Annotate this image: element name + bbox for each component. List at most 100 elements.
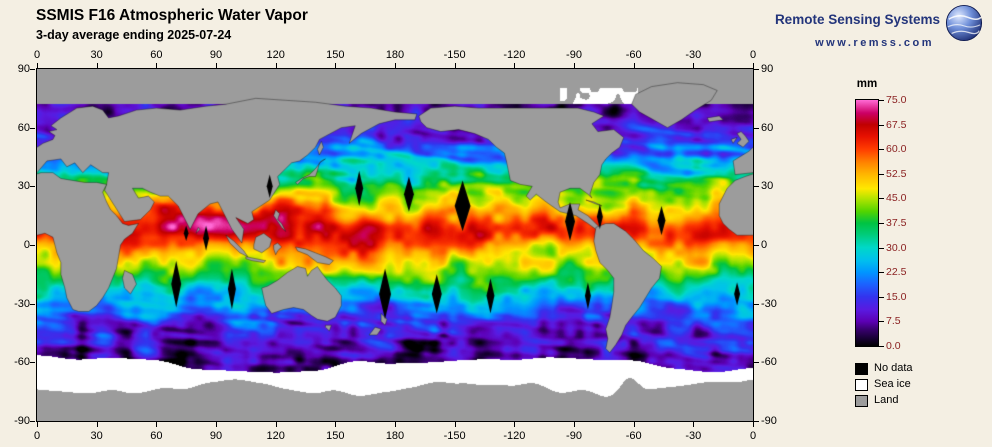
legend-item: Sea ice <box>855 378 935 392</box>
colorbar-tick-label: 22.5 <box>886 266 907 279</box>
axis-tick <box>754 245 759 246</box>
lon-tick-label: 0 <box>749 49 757 61</box>
axis-tick <box>753 63 754 68</box>
axis-tick <box>754 69 759 70</box>
lon-tick-label: -150 <box>443 430 466 442</box>
lat-tick-label: -30 <box>14 297 30 310</box>
axis-tick <box>454 422 456 427</box>
axis-tick <box>37 422 38 427</box>
brand-url-link[interactable]: www.remss.com <box>815 37 934 49</box>
axis-tick <box>633 422 635 427</box>
axis-tick <box>30 69 35 70</box>
colorbar <box>855 99 879 347</box>
lon-tick-label: 60 <box>150 430 163 442</box>
axis-tick <box>30 362 35 364</box>
colorbar-tick <box>879 198 884 200</box>
lon-tick-label: -90 <box>566 49 582 61</box>
lon-tick-label: 0 <box>33 430 41 442</box>
lon-tick-label: -120 <box>503 430 526 442</box>
axis-tick <box>754 127 759 129</box>
axis-tick <box>30 421 35 422</box>
legend-swatch <box>855 363 868 375</box>
lat-tick-label: 0 <box>761 239 768 251</box>
axis-tick <box>275 63 277 68</box>
colorbar-tick <box>879 346 884 347</box>
axis-tick <box>574 422 575 427</box>
colorbar-tick <box>879 223 884 224</box>
lon-tick-label: 180 <box>385 49 405 61</box>
lon-tick-label: -30 <box>685 49 702 61</box>
lon-tick-label: -120 <box>503 49 526 61</box>
lat-tick-label: 60 <box>761 121 774 134</box>
lon-tick-label: -150 <box>443 49 466 61</box>
colorbar-tick <box>879 321 884 323</box>
axis-tick <box>754 186 759 188</box>
lon-tick-label: -60 <box>625 49 642 61</box>
axis-tick <box>335 63 337 68</box>
colorbar-tick-label: 60.0 <box>886 143 907 156</box>
colorbar-tick-label: 67.5 <box>886 118 907 131</box>
axis-tick <box>633 63 635 68</box>
lon-tick-label: 30 <box>90 49 103 61</box>
colorbar-tick-label: 15.0 <box>886 290 907 303</box>
axis-tick <box>754 303 759 305</box>
lon-tick-label: 90 <box>209 430 223 442</box>
axis-tick <box>514 422 516 427</box>
lat-tick-label: -60 <box>14 356 30 369</box>
colorbar-tick-label: 30.0 <box>886 241 907 254</box>
axis-tick <box>156 63 158 68</box>
axis-tick <box>514 63 516 68</box>
colorbar-tick <box>879 247 884 249</box>
axis-tick <box>30 303 35 305</box>
lon-tick-label: 150 <box>326 49 345 61</box>
axis-tick <box>30 186 35 188</box>
lat-tick-label: 90 <box>17 63 30 75</box>
axis-tick <box>574 63 575 68</box>
lon-tick-label: 120 <box>266 430 285 442</box>
colorbar-tick <box>879 173 884 175</box>
axis-tick <box>454 63 456 68</box>
lon-tick-label: -30 <box>685 430 702 442</box>
lat-tick-label: 30 <box>17 180 30 193</box>
colorbar-tick-label: 7.5 <box>886 315 901 328</box>
colorbar-tick <box>879 149 884 151</box>
legend-swatch <box>855 379 868 391</box>
colorbar-tick-label: 45.0 <box>886 192 907 205</box>
axis-tick <box>754 362 759 364</box>
axis-tick <box>395 422 396 427</box>
axis-tick <box>395 63 396 68</box>
axis-tick <box>216 63 217 68</box>
brand-name-link[interactable]: Remote Sensing Systems <box>774 12 940 27</box>
lon-tick-label: 90 <box>209 49 223 61</box>
colorbar-tick <box>879 272 884 274</box>
axis-tick <box>753 422 754 427</box>
lat-tick-label: 0 <box>23 239 30 251</box>
lon-tick-label: 150 <box>326 430 345 442</box>
axis-tick <box>754 421 759 422</box>
colorbar-unit-label: mm <box>856 78 878 90</box>
colorbar-tick <box>879 100 884 101</box>
axis-tick <box>30 127 35 129</box>
lat-tick-label: 90 <box>761 63 774 75</box>
legend-item: Land <box>855 394 935 408</box>
lat-tick-label: -90 <box>14 415 30 427</box>
colorbar-tick-label: 0.0 <box>886 340 901 352</box>
lat-tick-label: -90 <box>761 415 777 427</box>
lat-tick-label: 30 <box>761 180 774 193</box>
lon-tick-label: 180 <box>385 430 405 442</box>
axis-tick <box>335 422 337 427</box>
axis-tick <box>216 422 217 427</box>
axis-tick <box>96 63 98 68</box>
lon-tick-label: 0 <box>749 430 757 442</box>
lon-tick-label: 60 <box>150 49 163 61</box>
world-water-vapor-map <box>37 69 753 421</box>
colorbar-tick-label: 37.5 <box>886 217 907 229</box>
axis-tick <box>693 422 695 427</box>
legend-item: No data <box>855 362 935 376</box>
legend-swatch <box>855 395 868 407</box>
axis-tick <box>37 63 38 68</box>
lon-tick-label: 120 <box>266 49 285 61</box>
globe-logo-icon[interactable] <box>945 4 983 42</box>
axis-tick <box>156 422 158 427</box>
